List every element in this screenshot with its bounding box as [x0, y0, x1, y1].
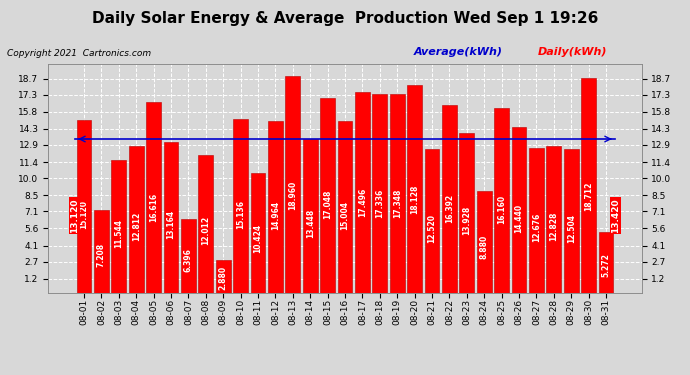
- Bar: [390, 94, 404, 292]
- Text: 13.420: 13.420: [611, 198, 620, 233]
- Text: Copyright 2021  Cartronics.com: Copyright 2021 Cartronics.com: [7, 49, 151, 58]
- Text: 14.964: 14.964: [271, 201, 280, 230]
- Bar: [250, 173, 266, 292]
- Bar: [320, 98, 335, 292]
- Text: 12.812: 12.812: [132, 212, 141, 241]
- Bar: [164, 142, 179, 292]
- Text: 18.128: 18.128: [410, 184, 419, 214]
- Text: 7.208: 7.208: [97, 243, 106, 267]
- Text: 8.880: 8.880: [480, 235, 489, 259]
- Text: Average(kWh): Average(kWh): [414, 47, 503, 57]
- Bar: [146, 102, 161, 292]
- Text: 18.712: 18.712: [584, 182, 593, 211]
- Bar: [303, 139, 317, 292]
- Text: 5.272: 5.272: [602, 254, 611, 277]
- Bar: [199, 155, 213, 292]
- Text: 10.424: 10.424: [253, 224, 262, 254]
- Text: 15.136: 15.136: [236, 200, 245, 229]
- Text: 12.828: 12.828: [549, 212, 558, 241]
- Bar: [477, 191, 491, 292]
- Bar: [442, 105, 457, 292]
- Bar: [111, 160, 126, 292]
- Bar: [581, 78, 596, 292]
- Text: 18.960: 18.960: [288, 180, 297, 210]
- Text: 17.496: 17.496: [358, 188, 367, 217]
- Bar: [373, 94, 387, 292]
- Bar: [511, 128, 526, 292]
- Bar: [233, 119, 248, 292]
- Bar: [599, 232, 613, 292]
- Text: 13.448: 13.448: [306, 209, 315, 238]
- Text: 12.520: 12.520: [428, 213, 437, 243]
- Text: 17.336: 17.336: [375, 189, 384, 218]
- Text: 2.880: 2.880: [219, 266, 228, 290]
- Bar: [77, 120, 91, 292]
- Text: 12.504: 12.504: [566, 214, 575, 243]
- Text: Daily(kWh): Daily(kWh): [538, 47, 608, 57]
- Text: 13.164: 13.164: [166, 210, 175, 239]
- Bar: [407, 85, 422, 292]
- Bar: [529, 147, 544, 292]
- Text: 11.544: 11.544: [115, 219, 124, 248]
- Text: 12.012: 12.012: [201, 216, 210, 245]
- Text: 12.676: 12.676: [532, 213, 541, 242]
- Bar: [286, 76, 300, 292]
- Text: 13.120: 13.120: [70, 198, 79, 233]
- Bar: [216, 260, 230, 292]
- Bar: [424, 149, 440, 292]
- Text: Daily Solar Energy & Average  Production Wed Sep 1 19:26: Daily Solar Energy & Average Production …: [92, 11, 598, 26]
- Text: 14.440: 14.440: [515, 204, 524, 233]
- Bar: [564, 150, 579, 292]
- Bar: [460, 133, 474, 292]
- Bar: [129, 146, 144, 292]
- Bar: [94, 210, 109, 292]
- Bar: [181, 219, 196, 292]
- Text: 16.392: 16.392: [445, 194, 454, 223]
- Text: 6.396: 6.396: [184, 248, 193, 272]
- Text: 16.160: 16.160: [497, 195, 506, 224]
- Text: 15.120: 15.120: [79, 200, 88, 229]
- Bar: [337, 121, 353, 292]
- Text: 17.348: 17.348: [393, 189, 402, 218]
- Bar: [546, 146, 561, 292]
- Bar: [268, 122, 283, 292]
- Text: 13.928: 13.928: [462, 206, 471, 236]
- Text: 17.048: 17.048: [323, 190, 332, 219]
- Bar: [355, 92, 370, 292]
- Text: 15.004: 15.004: [340, 201, 350, 230]
- Bar: [494, 108, 509, 292]
- Text: 16.616: 16.616: [149, 192, 158, 222]
